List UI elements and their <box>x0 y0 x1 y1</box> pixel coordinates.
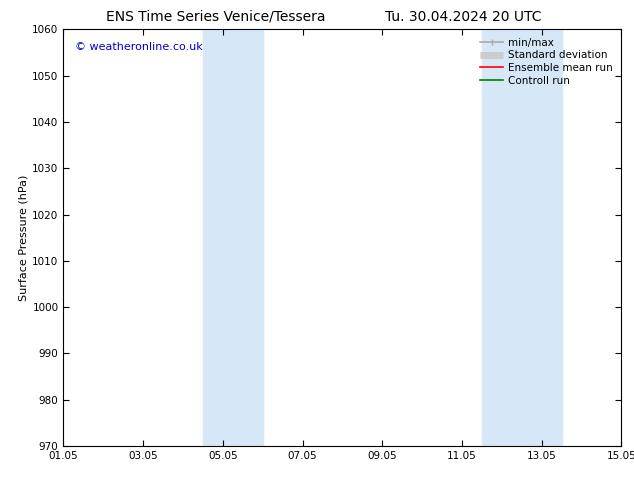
Legend: min/max, Standard deviation, Ensemble mean run, Controll run: min/max, Standard deviation, Ensemble me… <box>477 35 616 89</box>
Bar <box>203 29 262 446</box>
Y-axis label: Surface Pressure (hPa): Surface Pressure (hPa) <box>18 174 28 301</box>
Text: ENS Time Series Venice/Tessera: ENS Time Series Venice/Tessera <box>106 10 325 24</box>
Bar <box>482 29 562 446</box>
Text: Tu. 30.04.2024 20 UTC: Tu. 30.04.2024 20 UTC <box>385 10 541 24</box>
Text: © weatheronline.co.uk: © weatheronline.co.uk <box>75 42 202 52</box>
